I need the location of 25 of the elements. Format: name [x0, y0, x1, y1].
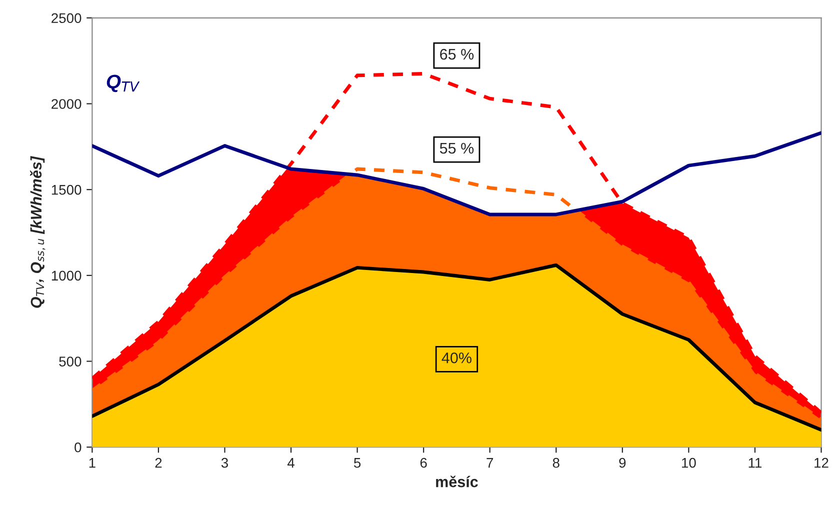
x-tick-label: 10 [682, 458, 696, 468]
y-tick-label: 1500 [52, 184, 82, 195]
x-tick-label: 8 [552, 458, 560, 468]
y-tick-label: 2500 [52, 13, 82, 24]
x-tick-label: 6 [420, 458, 427, 468]
x-axis-title: měsíc [436, 476, 478, 488]
x-tick-label: 5 [354, 458, 361, 468]
x-tick-label: 3 [221, 458, 228, 468]
x-tick-label: 4 [287, 458, 294, 468]
x-tick-label: 11 [748, 458, 762, 468]
y-tick-label: 500 [59, 356, 82, 366]
line-series [92, 131, 822, 216]
annotation: 55 % [440, 142, 474, 154]
annotation: Q$_{TV}$ [106, 74, 140, 92]
y-tick-label: 1000 [52, 270, 82, 281]
x-tick-label: 1 [89, 458, 96, 468]
y-tick-label: 2000 [52, 99, 82, 109]
x-tick-label: 9 [619, 458, 626, 468]
x-tick-label: 7 [486, 458, 494, 468]
x-tick-label: 12 [814, 458, 828, 468]
y-tick-label: 0 [74, 442, 82, 452]
y-axis-title: Q$_{TV}$, Q$_{ss,u}$ [kWh/měs] [30, 156, 46, 308]
annotation: 40% [442, 352, 472, 364]
x-tick-label: 2 [155, 458, 162, 468]
annotation: 65 % [440, 48, 474, 60]
